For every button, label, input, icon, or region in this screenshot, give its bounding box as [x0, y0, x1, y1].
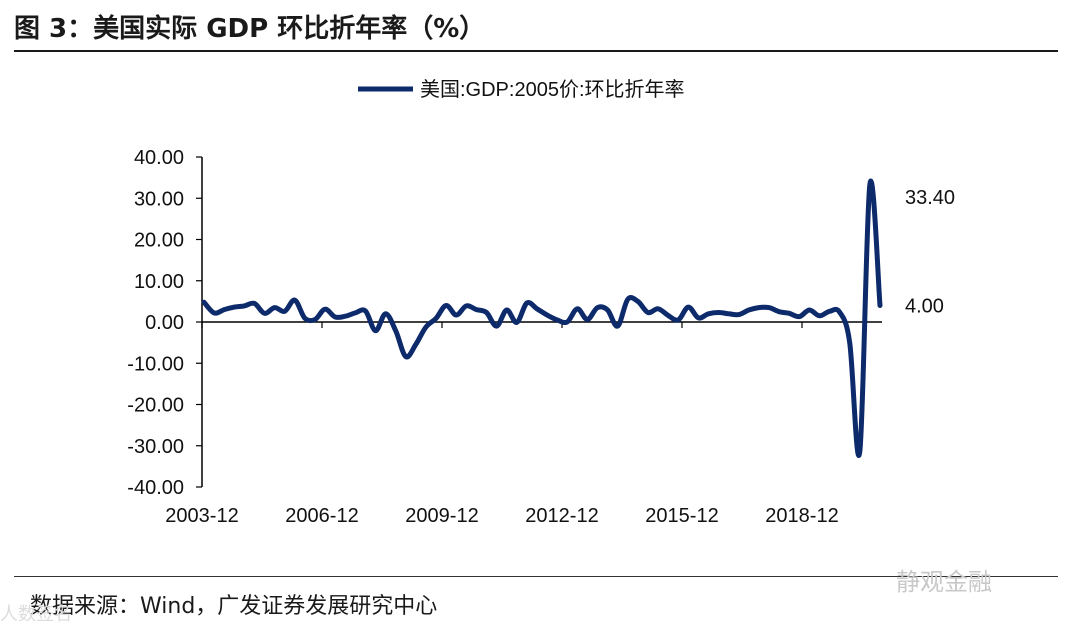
- series-line: [201, 178, 883, 458]
- end-value-label: 4.00: [905, 296, 944, 318]
- end-labels: 33.40 4.00: [905, 187, 955, 317]
- y-tick-label: -40.00: [127, 477, 184, 499]
- x-tick-label: 2015-12: [645, 505, 718, 527]
- source-text: Wind，广发证券发展研究中心: [140, 594, 438, 619]
- y-tick-label: 20.00: [134, 230, 184, 252]
- x-tick-label: 2003-12: [165, 505, 238, 527]
- legend: 美国:GDP:2005价:环比折年率: [358, 78, 685, 101]
- figure-title: 图 3：美国实际 GDP 环比折年率（%）: [14, 14, 486, 44]
- y-tick-label: 40.00: [134, 147, 184, 169]
- y-tick-label: -10.00: [127, 353, 184, 375]
- y-tick-label: -20.00: [127, 395, 184, 417]
- source-label: 数据来源：: [30, 594, 141, 619]
- watermark: 静观金融: [896, 568, 992, 596]
- source-note: 数据来源：Wind，广发证券发展研究中心: [30, 588, 437, 620]
- watermark-small: 人数签名: [0, 604, 72, 625]
- x-tick-label: 2006-12: [285, 505, 358, 527]
- footer-divider: [14, 576, 1058, 577]
- y-tick-label: -30.00: [127, 436, 184, 458]
- x-tick-label: 2009-12: [405, 505, 478, 527]
- x-tick-label: 2012-12: [525, 505, 598, 527]
- line-chart: 美国:GDP:2005价:环比折年率 40.00 30.00 20.00 10.00 0…: [127, 78, 955, 527]
- x-tick-label: 2018-12: [765, 505, 838, 527]
- y-tick-label: 10.00: [134, 271, 184, 293]
- plot-area: [201, 178, 883, 458]
- y-tick-label: 0.00: [145, 312, 184, 334]
- y-axis: 40.00 30.00 20.00 10.00 0.00 -10.00 -20.00 -30.…: [127, 147, 203, 499]
- end-value-label: 33.40: [905, 187, 955, 209]
- legend-label: 美国:GDP:2005价:环比折年率: [420, 78, 685, 101]
- y-tick-label: 30.00: [134, 188, 184, 210]
- x-axis: 2003-12 2006-12 2009-12 2012-12 2015-12 2018-…: [165, 321, 882, 527]
- title-divider: [14, 50, 1058, 52]
